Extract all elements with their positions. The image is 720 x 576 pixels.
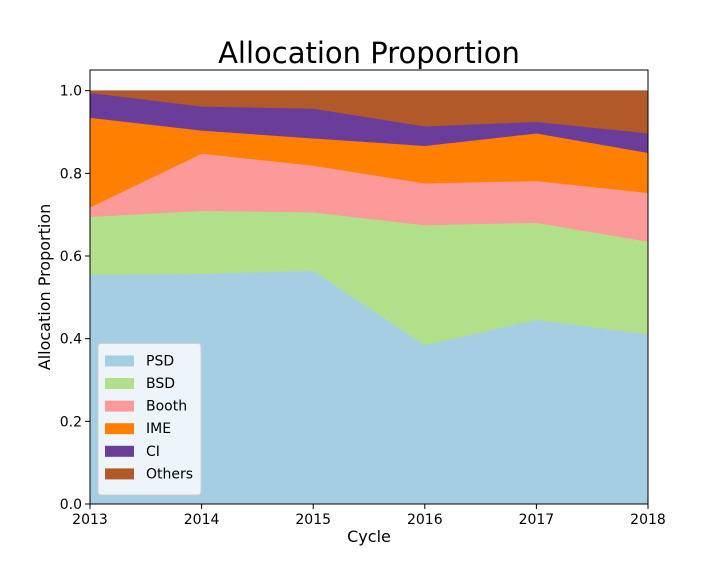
legend-swatch-psd	[105, 355, 134, 367]
x-tick-label: 2016	[407, 512, 443, 528]
legend-swatch-others	[105, 468, 134, 480]
legend-label-others: Others	[146, 466, 193, 482]
legend-swatch-bsd	[105, 378, 134, 389]
legend: PSD BSD Booth IME CI Others	[97, 342, 202, 496]
plot-frame	[89, 69, 649, 505]
y-axis: 0.0 0.2 0.4 0.6 0.8 1.0	[60, 84, 90, 513]
y-tick-label: 0.6	[60, 249, 82, 265]
y-axis-label: Allocation Proportion	[35, 204, 54, 371]
y-tick-label: 0.8	[60, 166, 82, 182]
x-tick-label: 2013	[72, 512, 108, 528]
y-tick-label: 1.0	[60, 84, 82, 100]
legend-label-ime: IME	[146, 421, 171, 437]
chart-title: Allocation Proportion	[218, 36, 520, 70]
legend-label-bsd: BSD	[146, 376, 175, 392]
x-tick-label: 2018	[630, 512, 666, 528]
area-layers	[89, 90, 649, 505]
x-axis-label: Cycle	[347, 527, 391, 546]
y-tick-label: 0.4	[60, 332, 82, 348]
legend-swatch-booth	[105, 400, 134, 412]
legend-swatch-ime	[105, 423, 134, 435]
legend-swatch-ci	[105, 445, 134, 457]
legend-label-booth: Booth	[146, 399, 187, 415]
y-tick-label: 0.2	[60, 414, 82, 430]
y-tick-label: 0.0	[60, 497, 82, 513]
x-axis: 2013 2014 2015 2016 2017 2018	[72, 504, 666, 528]
x-tick-label: 2017	[519, 512, 555, 528]
x-tick-label: 2015	[295, 512, 331, 528]
legend-label-psd: PSD	[146, 353, 174, 369]
legend-label-ci: CI	[146, 444, 160, 460]
x-tick-label: 2014	[184, 512, 220, 528]
